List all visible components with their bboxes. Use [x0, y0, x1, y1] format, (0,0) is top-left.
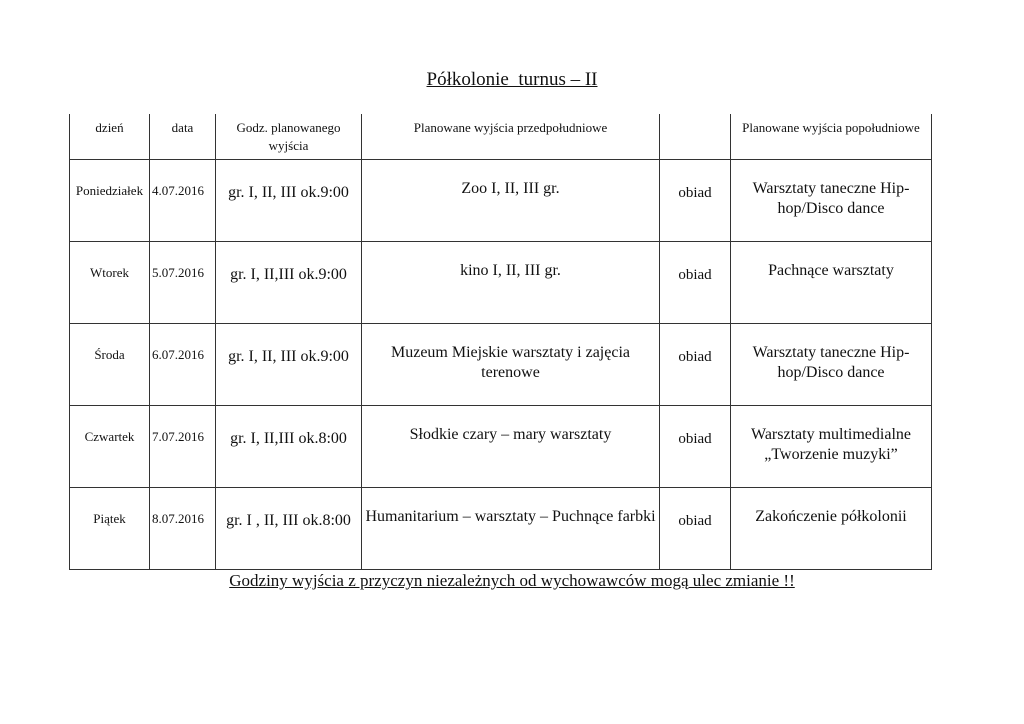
cell-time: gr. I, II,III ok.8:00: [215, 405, 362, 488]
cell-day: Piątek: [69, 487, 150, 570]
header-date: data: [149, 114, 216, 160]
page-title: Półkolonie turnus – II: [0, 69, 1024, 91]
header-lunch: [659, 114, 731, 160]
cell-lunch: obiad: [659, 405, 731, 488]
cell-afternoon: Warsztaty taneczne Hip-hop/Disco dance: [730, 323, 932, 406]
cell-date: 4.07.2016: [149, 159, 216, 242]
header-afternoon: Planowane wyjścia popołudniowe: [730, 114, 932, 160]
cell-morning: Zoo I, II, III gr.: [361, 159, 660, 242]
table-row: Wtorek 5.07.2016 gr. I, II,III ok.9:00 kino…: [69, 241, 932, 324]
cell-time: gr. I, II, III ok.9:00: [215, 159, 362, 242]
cell-day: Środa: [69, 323, 150, 406]
cell-morning: Słodkie czary – mary warsztaty: [361, 405, 660, 488]
header-morning: Planowane wyjścia przedpołudniowe: [361, 114, 660, 160]
header-row: dzień data Godz. planowanego wyjścia Pla…: [69, 114, 932, 160]
cell-time: gr. I, II, III ok.9:00: [215, 323, 362, 406]
schedule-table: dzień data Godz. planowanego wyjścia Pla…: [69, 114, 932, 570]
table-row: Czwartek 7.07.2016 gr. I, II,III ok.8:00 Sł…: [69, 405, 932, 488]
cell-morning: Humanitarium – warsztaty – Puchnące farb…: [361, 487, 660, 570]
cell-day: Wtorek: [69, 241, 150, 324]
footer-note: Godziny wyjścia z przyczyn niezależnych …: [0, 571, 1024, 591]
footer-text: Godziny wyjścia z przyczyn niezależnych …: [229, 571, 795, 590]
cell-day: Poniedziałek: [69, 159, 150, 242]
cell-lunch: obiad: [659, 241, 731, 324]
cell-time: gr. I, II,III ok.9:00: [215, 241, 362, 324]
cell-lunch: obiad: [659, 487, 731, 570]
table-row: Środa 6.07.2016 gr. I, II, III ok.9:00 Muze…: [69, 323, 932, 406]
cell-afternoon: Pachnące warsztaty: [730, 241, 932, 324]
table-row: Poniedziałek 4.07.2016 gr. I, II, III ok.9…: [69, 159, 932, 242]
cell-morning: Muzeum Miejskie warsztaty i zajęcia tere…: [361, 323, 660, 406]
cell-day: Czwartek: [69, 405, 150, 488]
header-time: Godz. planowanego wyjścia: [215, 114, 362, 160]
cell-afternoon: Zakończenie półkolonii: [730, 487, 932, 570]
cell-time: gr. I , II, III ok.8:00: [215, 487, 362, 570]
header-day: dzień: [69, 114, 150, 160]
cell-date: 8.07.2016: [149, 487, 216, 570]
cell-morning: kino I, II, III gr.: [361, 241, 660, 324]
cell-lunch: obiad: [659, 159, 731, 242]
cell-date: 5.07.2016: [149, 241, 216, 324]
title-text: Półkolonie turnus – II: [426, 69, 598, 90]
cell-lunch: obiad: [659, 323, 731, 406]
cell-afternoon: Warsztaty multimedialne „Tworzenie muzyk…: [730, 405, 932, 488]
cell-date: 7.07.2016: [149, 405, 216, 488]
cell-afternoon: Warsztaty taneczne Hip-hop/Disco dance: [730, 159, 932, 242]
table-row: Piątek 8.07.2016 gr. I , II, III ok.8:00 Hu…: [69, 487, 932, 570]
cell-date: 6.07.2016: [149, 323, 216, 406]
